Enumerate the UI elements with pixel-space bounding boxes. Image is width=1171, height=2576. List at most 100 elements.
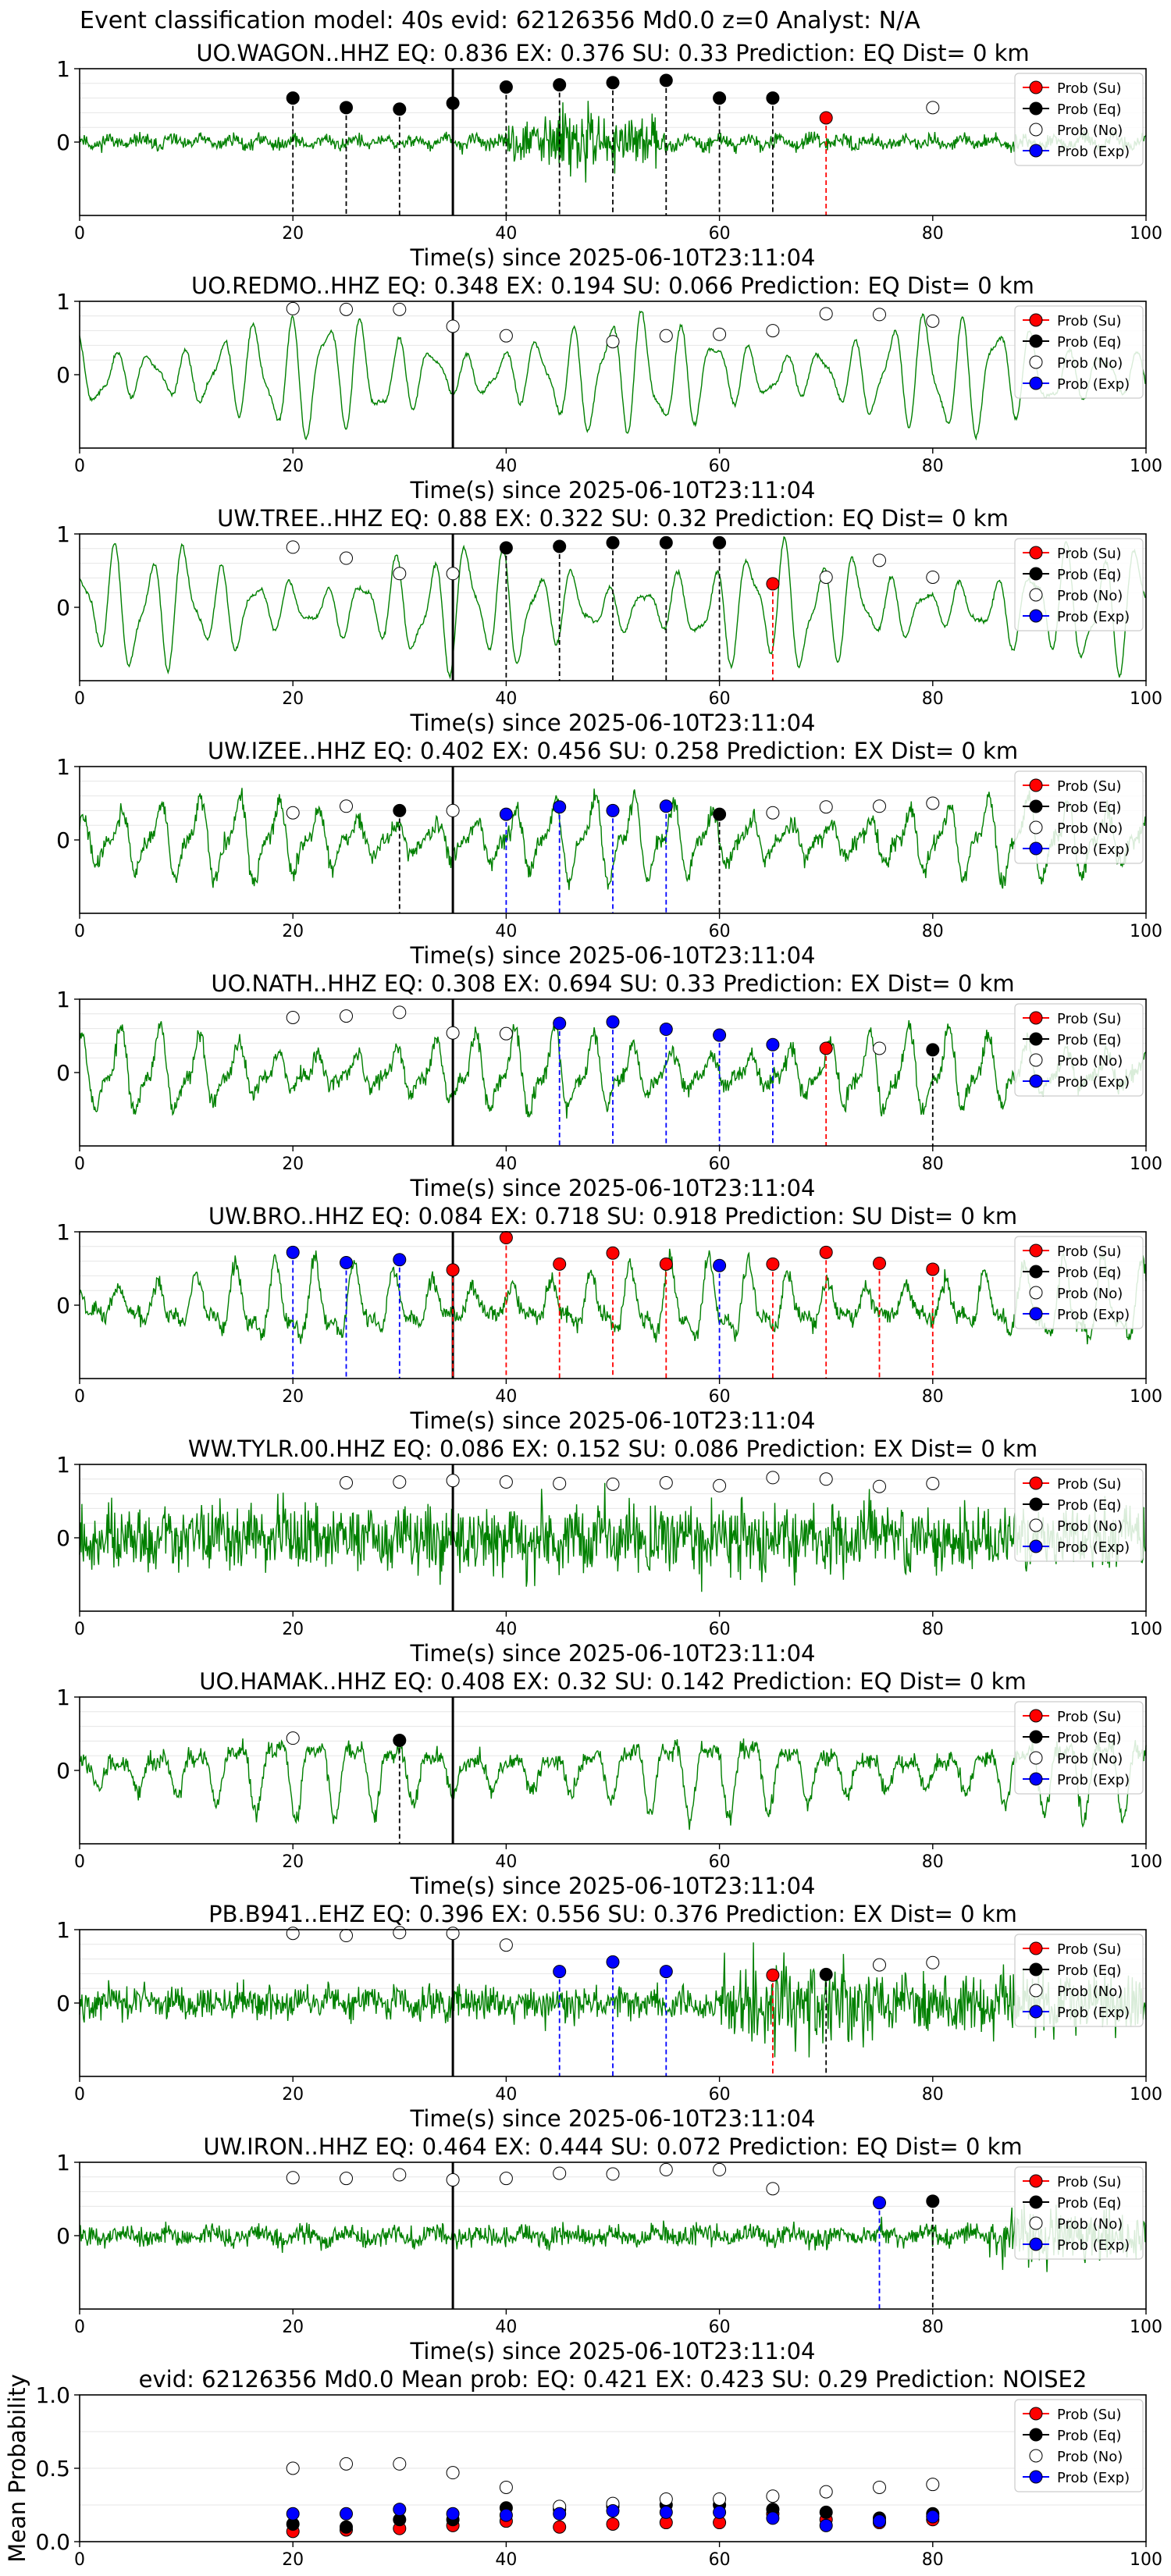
- legend-marker-eq: [1029, 799, 1043, 813]
- series-exp: [553, 1015, 780, 1051]
- x-tick-label: 0: [74, 2550, 85, 2570]
- y-tick-label: 1: [56, 2150, 70, 2176]
- point-exp-30: [393, 1253, 407, 1267]
- point-no-75: [873, 308, 886, 322]
- legend-marker-su: [1029, 1244, 1043, 1258]
- series-eq: [926, 2194, 940, 2208]
- point-no-20: [286, 1011, 300, 1024]
- series-eq: [393, 803, 727, 821]
- legend-label-no: Prob (No): [1057, 355, 1123, 372]
- legend-marker-su: [1029, 1709, 1043, 1723]
- legend-marker-exp: [1029, 2005, 1043, 2019]
- legend-marker-exp: [1029, 144, 1043, 158]
- y-tick-label: 0: [56, 2223, 70, 2249]
- x-ticks: 0 20 40 60 80 100: [74, 1844, 1162, 1872]
- point-eq-35: [446, 96, 460, 110]
- legend-box: [1014, 1003, 1144, 1097]
- series-no: [286, 1005, 886, 1055]
- legend-marker-su: [1029, 546, 1043, 560]
- legend-marker-eq: [1029, 334, 1043, 348]
- point-exp-55: [659, 2505, 673, 2519]
- legend-marker-no: [1029, 355, 1043, 369]
- point-eq-55: [659, 73, 673, 87]
- point-exp-20: [286, 2507, 300, 2521]
- point-exp-70: [819, 2518, 833, 2532]
- legend-box: [1014, 1934, 1144, 2027]
- legend-label-exp: Prob (Exp): [1057, 2470, 1130, 2486]
- legend: Prob (Su) Prob (Eq) Prob (No) Prob (Exp): [1014, 1003, 1144, 1097]
- point-exp-55: [659, 1023, 673, 1037]
- x-tick-label: 20: [282, 689, 304, 709]
- y-ticks: 01: [56, 754, 80, 853]
- legend-marker-su: [1029, 1476, 1043, 1490]
- x-tick-label: 40: [495, 457, 517, 476]
- x-tick-label: 0: [74, 2318, 85, 2337]
- x-axis-label: Time(s) since 2025-06-10T23:11:04: [410, 477, 816, 503]
- x-tick-label: 80: [922, 689, 944, 709]
- legend-label-eq: Prob (Eq): [1057, 1497, 1122, 1514]
- legend-box: [1014, 1468, 1144, 1562]
- waveform-trace: [79, 2203, 1147, 2272]
- point-exp-20: [286, 1245, 300, 1259]
- series-no: [286, 796, 940, 820]
- point-su-50: [606, 2517, 620, 2531]
- y-ticks: 01: [56, 289, 80, 388]
- point-no-80: [926, 796, 940, 810]
- x-tick-label: 60: [709, 2550, 731, 2570]
- legend-marker-exp: [1029, 2470, 1043, 2484]
- point-eq-55: [659, 535, 673, 550]
- y-tick-label: 0: [56, 1060, 70, 1086]
- point-eq-40: [499, 80, 513, 94]
- legend-label-no: Prob (No): [1057, 2216, 1123, 2233]
- legend: Prob (Su) Prob (Eq) Prob (No) Prob (Exp): [1014, 1468, 1144, 1562]
- legend-marker-eq: [1029, 2195, 1043, 2209]
- legend-label-no: Prob (No): [1057, 820, 1123, 837]
- x-axis-label: Time(s) since 2025-06-10T23:11:04: [410, 710, 816, 736]
- y-tick-label: 0: [56, 362, 70, 388]
- point-no-30: [393, 1005, 407, 1019]
- legend-marker-su: [1029, 2407, 1043, 2421]
- y-tick-label: 1: [56, 56, 70, 82]
- point-no-35: [446, 803, 460, 817]
- point-no-75: [873, 2480, 886, 2494]
- point-no-30: [393, 1475, 407, 1489]
- point-eq-25: [340, 2520, 353, 2534]
- legend-marker-su: [1029, 778, 1043, 792]
- point-no-65: [766, 2182, 780, 2196]
- legend-marker-exp: [1029, 1307, 1043, 1321]
- point-no-45: [553, 2166, 567, 2180]
- legend-label-su: Prob (Su): [1057, 546, 1122, 562]
- x-ticks: 0 20 40 60 80 100: [74, 1611, 1162, 1639]
- legend-label-su: Prob (Su): [1057, 313, 1122, 329]
- x-tick-label: 80: [922, 2550, 944, 2570]
- legend-label-eq: Prob (Eq): [1057, 1265, 1122, 1281]
- point-no-35: [446, 2173, 460, 2187]
- point-no-55: [659, 2162, 673, 2176]
- point-eq-45: [553, 78, 567, 92]
- legend-marker-exp: [1029, 376, 1043, 390]
- point-no-20: [286, 2461, 300, 2475]
- x-tick-label: 80: [922, 922, 944, 941]
- x-axis-label: Time(s) since 2025-06-10T23:11:04: [410, 244, 816, 271]
- x-axis-label: Time(s) since 2025-06-10T23:11:04: [410, 2338, 816, 2364]
- series-eq: [499, 535, 727, 555]
- legend-box: [1014, 770, 1144, 864]
- y-axis-label: Mean Probability: [4, 2374, 30, 2563]
- x-tick-label: 60: [709, 1155, 731, 1174]
- legend-marker-su: [1029, 80, 1043, 94]
- legend-label-su: Prob (Su): [1057, 1476, 1122, 1493]
- x-tick-label: 100: [1130, 1387, 1162, 1407]
- point-no-60: [713, 327, 727, 341]
- point-no-75: [873, 1958, 886, 1972]
- point-no-25: [340, 1929, 353, 1943]
- legend-marker-exp: [1029, 609, 1043, 623]
- x-tick-label: 0: [74, 1387, 85, 1407]
- legend-box: [1014, 1236, 1144, 1329]
- y-ticks: 01: [56, 521, 80, 621]
- series-su: [766, 577, 780, 591]
- point-no-20: [286, 1927, 300, 1941]
- x-ticks: 0 20 40 60 80 100: [74, 1146, 1162, 1174]
- x-tick-label: 60: [709, 689, 731, 709]
